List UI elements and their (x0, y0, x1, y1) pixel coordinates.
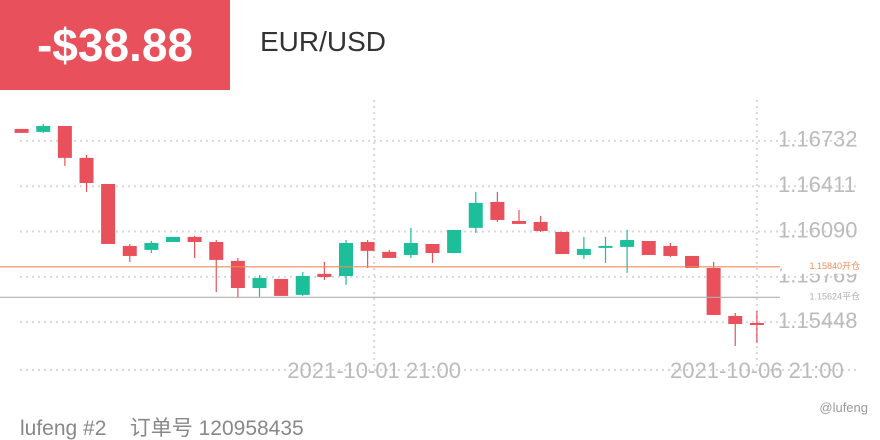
candle-body (512, 220, 526, 224)
y-tick-label: 1.16090 (778, 217, 858, 242)
symbol: EUR/USD (260, 26, 387, 57)
candle-body (663, 245, 678, 256)
candle-body (209, 241, 224, 260)
x-tick-label: 2021-10-06 21:00 (670, 358, 844, 383)
candle-body (641, 240, 656, 255)
candle-body (166, 236, 180, 242)
candle-body (187, 236, 202, 242)
watermark: @lufeng (819, 400, 868, 415)
y-tick-label: 1.16411 (778, 172, 856, 197)
candle-body (533, 221, 548, 231)
x-tick-label: 2021-10-01 21:00 (287, 358, 461, 383)
candle-body (728, 315, 743, 324)
candle-body (230, 260, 245, 288)
candle-body (403, 242, 418, 255)
candle-body (360, 241, 375, 251)
candle-body (122, 245, 137, 256)
candle-body (425, 243, 440, 253)
reference-label: 1.15840开仓 (809, 260, 860, 271)
account: lufeng #2 (20, 417, 107, 440)
candle-body (14, 128, 29, 133)
pnl-badge: -$38.88 (0, 0, 230, 90)
candle-body (620, 240, 635, 247)
reference-label-bg (782, 290, 862, 305)
candle-body (144, 242, 159, 250)
candle-body (252, 277, 267, 288)
candle-body (490, 201, 505, 220)
candle-body (468, 202, 483, 228)
candle-body (447, 229, 462, 253)
candle-body (79, 157, 94, 183)
candle-body (339, 242, 353, 277)
chart: 1.167321.164111.160901.157691.154482021-… (0, 100, 862, 383)
order-number: 订单号 120958435 (129, 417, 304, 440)
candle-body (274, 278, 289, 296)
candle-body (598, 245, 613, 248)
y-tick-label: 1.15448 (778, 308, 858, 333)
candle-body (317, 273, 332, 277)
candle-body (706, 267, 721, 315)
candle-body (685, 255, 699, 268)
candle-body (382, 251, 397, 258)
candle-body (295, 276, 310, 295)
candle-body (576, 248, 591, 255)
y-tick-label: 1.16732 (778, 127, 858, 152)
footer: lufeng #2 订单号 120958435 (20, 412, 304, 440)
candle-body (57, 125, 72, 158)
reference-label-bg (782, 259, 862, 274)
candle-body (36, 125, 51, 132)
candle-body (101, 183, 116, 244)
candle-body (555, 231, 570, 254)
candle-body (749, 323, 764, 325)
reference-label: 1.15624平仓 (809, 291, 860, 302)
